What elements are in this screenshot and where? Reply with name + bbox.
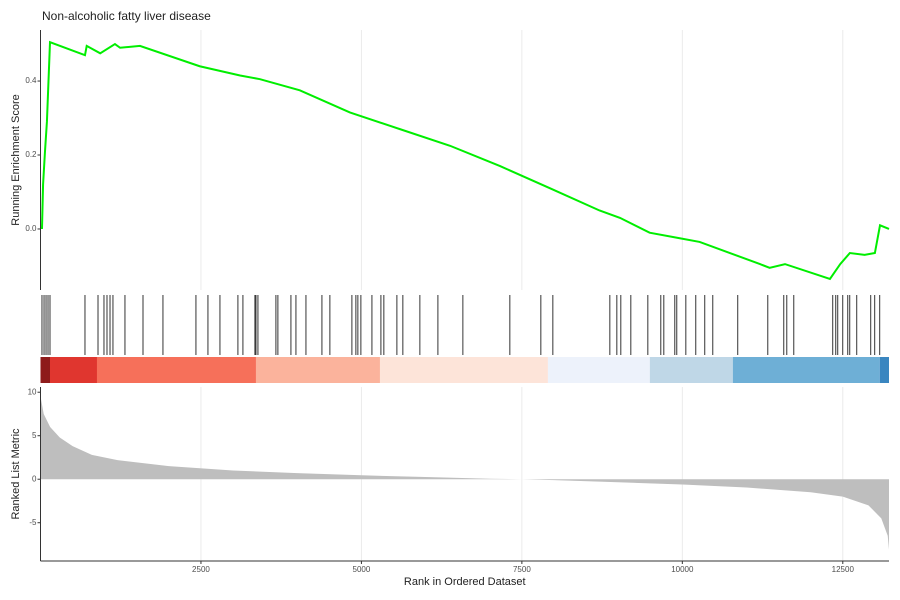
y-tick-label: 0 bbox=[32, 474, 37, 483]
rank-band bbox=[649, 357, 733, 383]
rank-band bbox=[96, 357, 256, 383]
x-tick-label: 12500 bbox=[832, 565, 855, 574]
y-axis-title: Ranked List Metric bbox=[10, 428, 22, 520]
enrichment-line bbox=[40, 40, 890, 281]
y-tick-label: 0.4 bbox=[25, 76, 37, 85]
y-axis-title: Running Enrichment Score bbox=[10, 94, 22, 225]
rank-band bbox=[547, 357, 650, 383]
x-tick-label: 7500 bbox=[513, 565, 531, 574]
y-tick-label: 5 bbox=[32, 431, 37, 440]
chart-title: Non-alcoholic fatty liver disease bbox=[42, 9, 211, 23]
rank-band bbox=[255, 357, 380, 383]
x-tick-label: 2500 bbox=[192, 565, 210, 574]
rank-band bbox=[40, 357, 50, 383]
rank-band bbox=[732, 357, 880, 383]
metric-area bbox=[40, 396, 889, 550]
y-tick-label: 0.0 bbox=[25, 224, 37, 233]
x-tick-label: 5000 bbox=[353, 565, 371, 574]
rank-band bbox=[379, 357, 548, 383]
x-tick-label: 10000 bbox=[671, 565, 694, 574]
y-tick-label: 10 bbox=[28, 387, 37, 396]
rank-band bbox=[879, 357, 889, 383]
rank-band bbox=[49, 357, 97, 383]
x-axis-title: Rank in Ordered Dataset bbox=[404, 576, 526, 588]
y-tick-label: 0.2 bbox=[25, 150, 37, 159]
y-tick-label: -5 bbox=[29, 518, 37, 527]
